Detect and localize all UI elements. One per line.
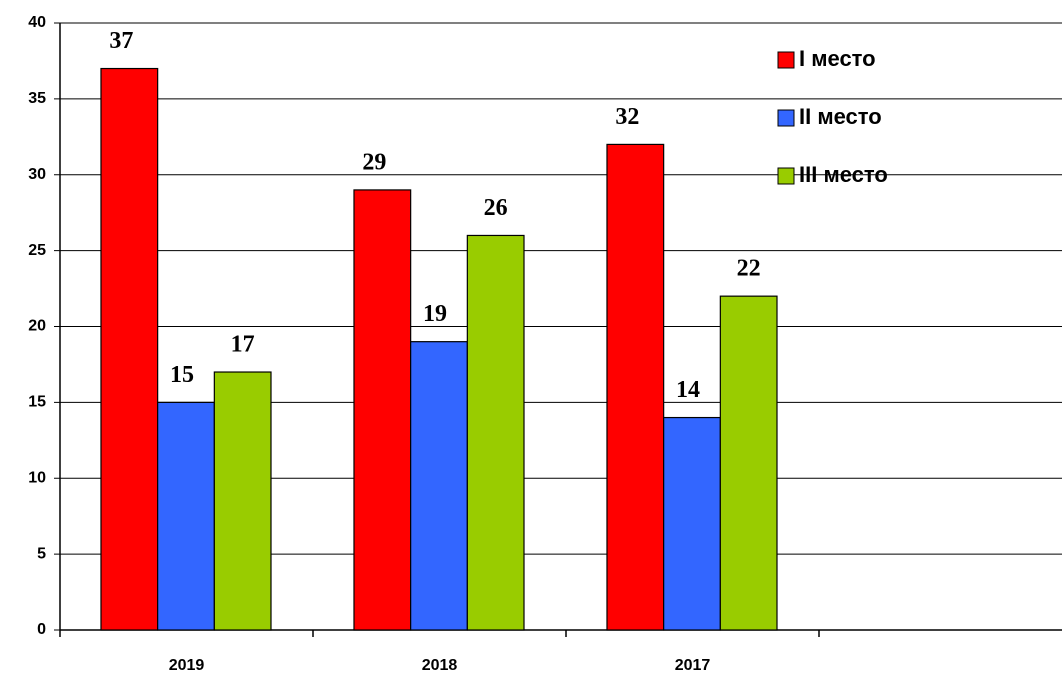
y-tick-label: 15 — [28, 394, 46, 411]
y-tick-label: 20 — [28, 318, 46, 335]
legend-swatch — [777, 167, 795, 185]
data-label: 26 — [484, 195, 508, 221]
y-tick-label: 30 — [28, 166, 46, 183]
bar — [100, 67, 159, 631]
data-label: 14 — [676, 377, 700, 403]
data-label: 17 — [231, 332, 255, 358]
x-tick-label: 2019 — [169, 657, 205, 674]
y-tick-label: 25 — [28, 242, 46, 259]
legend-swatch — [777, 109, 795, 127]
legend-label: I место — [799, 46, 876, 71]
bar — [719, 295, 778, 631]
data-label: 29 — [362, 149, 386, 175]
data-label: 19 — [423, 301, 447, 327]
y-tick-label: 40 — [28, 14, 46, 31]
data-label: 32 — [615, 104, 639, 130]
bar — [353, 189, 412, 631]
y-tick-label: 5 — [37, 545, 46, 562]
data-label: 22 — [737, 256, 761, 282]
bar — [410, 341, 468, 631]
legend-label: III место — [799, 162, 888, 187]
bar — [663, 416, 721, 631]
legend-label: II место — [799, 104, 882, 129]
y-tick-label: 0 — [37, 621, 46, 638]
x-tick-label: 2017 — [675, 657, 711, 674]
bar — [213, 371, 272, 631]
y-tick-label: 10 — [28, 469, 46, 486]
bar — [157, 401, 215, 631]
y-tick-label: 35 — [28, 90, 46, 107]
legend-swatch — [777, 51, 795, 69]
x-tick-label: 2018 — [422, 657, 458, 674]
bar — [466, 234, 525, 631]
bar — [606, 143, 665, 631]
data-label: 37 — [109, 28, 133, 54]
data-label: 15 — [170, 362, 194, 388]
